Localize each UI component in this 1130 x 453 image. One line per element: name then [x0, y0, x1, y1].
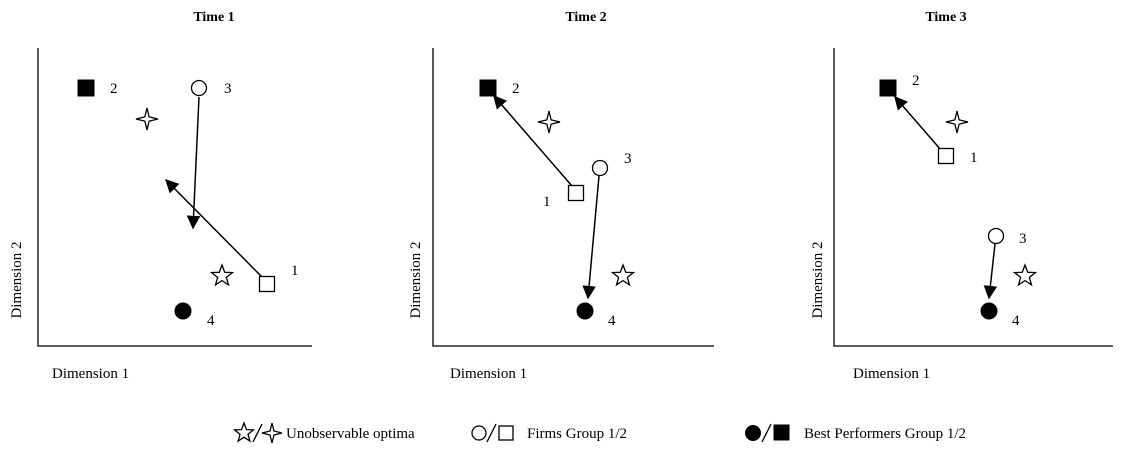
- square-filled-marker: [479, 79, 497, 97]
- legend-best-label: Best Performers Group 1/2: [804, 426, 966, 442]
- star-4-marker: [135, 107, 159, 131]
- panel-title: Time 2: [565, 10, 606, 25]
- panel-time-3: Time 3 Dimension 1 Dimension 2 2 1 3 4: [810, 10, 1113, 382]
- x-axis-label: Dimension 1: [450, 366, 527, 382]
- axes: [37, 48, 312, 347]
- point-label: 4: [608, 313, 616, 329]
- point-label: 3: [224, 81, 232, 97]
- circle-hollow-marker: [591, 159, 609, 177]
- movement-arrow: [894, 95, 942, 151]
- panel-time-2: Time 2 Dimension 1 Dimension 2 2 3 1 4: [408, 10, 714, 382]
- circle-filled-marker: [576, 302, 594, 320]
- y-axis-label: Dimension 2: [810, 241, 826, 318]
- point-label: 2: [110, 81, 118, 97]
- y-axis-label: Dimension 2: [9, 241, 25, 318]
- circle-filled-marker: [980, 302, 998, 320]
- star-pair-icon: [232, 421, 283, 444]
- point-label: 4: [207, 313, 215, 329]
- star-5-marker: [610, 263, 636, 287]
- legend: Unobservable optima Firms Group 1/2 Best P…: [232, 421, 966, 444]
- circle-square-icon: [471, 423, 514, 443]
- panel-title: Time 3: [925, 10, 966, 25]
- square-hollow-marker: [258, 275, 276, 293]
- star-5-marker: [1012, 263, 1038, 287]
- point-label: 3: [1019, 231, 1027, 247]
- point-label: 1: [291, 263, 299, 279]
- circle-hollow-marker: [190, 79, 208, 97]
- legend-optima-label: Unobservable optima: [286, 426, 415, 442]
- star-5-marker: [209, 263, 235, 287]
- point-label: 1: [970, 150, 978, 166]
- axes: [833, 48, 1113, 347]
- movement-arrow: [493, 94, 573, 187]
- panel-title: Time 1: [193, 10, 234, 25]
- filled-circle-square-icon: [745, 423, 790, 443]
- point-label: 1: [543, 194, 551, 210]
- point-label: 2: [912, 73, 920, 89]
- x-axis-label: Dimension 1: [52, 366, 129, 382]
- point-label: 2: [512, 81, 520, 97]
- star-4-marker: [537, 110, 561, 134]
- movement-arrow: [983, 243, 998, 300]
- x-axis-label: Dimension 1: [853, 366, 930, 382]
- circle-filled-marker: [174, 302, 192, 320]
- movement-arrow: [186, 96, 201, 230]
- axes: [432, 48, 714, 347]
- y-axis-label: Dimension 2: [408, 241, 424, 318]
- panel-time-1: Time 1 Dimension 1 Dimension 2 2 3 1 4: [9, 10, 312, 382]
- square-filled-marker: [879, 79, 897, 97]
- legend-firms-label: Firms Group 1/2: [527, 426, 627, 442]
- movement-arrow: [582, 175, 600, 300]
- movement-arrow: [165, 179, 263, 278]
- point-label: 3: [624, 151, 632, 167]
- star-4-marker: [945, 110, 969, 134]
- square-hollow-marker: [567, 184, 585, 202]
- square-filled-marker: [77, 79, 95, 97]
- circle-hollow-marker: [987, 227, 1005, 245]
- square-hollow-marker: [937, 147, 955, 165]
- point-label: 4: [1012, 313, 1020, 329]
